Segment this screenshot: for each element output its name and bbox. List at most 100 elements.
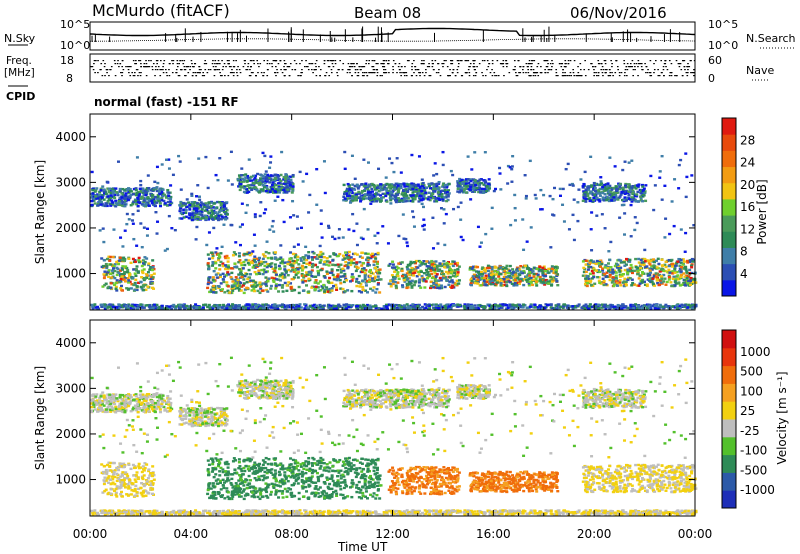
power-cell bbox=[305, 273, 309, 276]
power-cell bbox=[185, 304, 189, 308]
freq-dot bbox=[564, 60, 567, 62]
power-cell bbox=[260, 174, 264, 177]
power-cell bbox=[127, 197, 131, 201]
freq-dot bbox=[155, 66, 157, 68]
power-cell bbox=[269, 284, 273, 288]
power-cell bbox=[315, 304, 319, 307]
freq-dot bbox=[544, 72, 547, 74]
power-cell bbox=[196, 211, 200, 215]
power-cell bbox=[532, 272, 536, 276]
freq-dot bbox=[172, 63, 174, 65]
power-cell bbox=[374, 257, 378, 260]
power-cell bbox=[645, 265, 649, 268]
freq-dot bbox=[563, 66, 566, 68]
power-cell bbox=[508, 303, 512, 306]
power-cell bbox=[281, 290, 285, 293]
power-cell bbox=[204, 216, 208, 219]
freq-dot bbox=[657, 69, 659, 71]
freq-dot bbox=[272, 60, 275, 62]
power-cell bbox=[354, 198, 358, 202]
power-cell bbox=[508, 274, 512, 278]
freq-dot bbox=[168, 63, 171, 65]
power-cell bbox=[678, 277, 682, 280]
power-cell bbox=[123, 204, 127, 208]
power-cell bbox=[355, 306, 359, 309]
power-cell bbox=[499, 284, 503, 287]
power-cell bbox=[93, 303, 97, 306]
power-cell bbox=[361, 270, 365, 274]
freq-dot bbox=[614, 72, 617, 74]
power-cell bbox=[236, 284, 240, 288]
power-cell bbox=[285, 284, 289, 287]
freq-dot bbox=[144, 66, 147, 68]
freq-dot bbox=[387, 63, 389, 65]
power-cell bbox=[620, 273, 624, 276]
power-cell bbox=[264, 306, 268, 309]
power-cell bbox=[127, 279, 131, 282]
freq-dot bbox=[135, 60, 137, 62]
power-cell bbox=[377, 306, 381, 310]
power-cell bbox=[134, 188, 138, 192]
freq-dot bbox=[166, 75, 168, 77]
freq-dot bbox=[680, 69, 683, 71]
power-cell bbox=[637, 277, 641, 280]
power-cell bbox=[371, 253, 375, 257]
freq-dot bbox=[431, 60, 434, 62]
power-cell bbox=[268, 181, 272, 184]
freq-dot bbox=[233, 72, 235, 74]
power-cell bbox=[298, 303, 302, 306]
freq-dot bbox=[349, 69, 351, 71]
freq-dot bbox=[334, 60, 337, 62]
power-cell bbox=[309, 272, 313, 276]
freq-dot bbox=[284, 63, 286, 65]
power-cell bbox=[400, 274, 404, 278]
power-cell bbox=[297, 291, 301, 295]
freq-dot bbox=[600, 63, 603, 65]
power-cell bbox=[356, 281, 360, 284]
power-cell bbox=[230, 271, 234, 275]
freq-dot bbox=[227, 63, 229, 65]
power-cell bbox=[533, 306, 537, 309]
power-cell bbox=[691, 260, 695, 263]
power-cell bbox=[316, 271, 320, 274]
power-cell bbox=[328, 304, 332, 308]
freq-dot bbox=[486, 69, 488, 71]
power-cell bbox=[386, 307, 390, 311]
freq-dot bbox=[457, 63, 460, 65]
power-cell bbox=[212, 280, 216, 283]
power-cell bbox=[689, 276, 693, 280]
power-cell bbox=[652, 264, 656, 267]
freq-dot bbox=[645, 66, 648, 68]
freq-dot bbox=[693, 69, 695, 71]
power-cell bbox=[655, 266, 659, 269]
power-cell bbox=[137, 260, 141, 264]
power-cell bbox=[111, 191, 115, 195]
power-cell bbox=[242, 260, 246, 264]
power-cell bbox=[388, 262, 392, 266]
freq-dot bbox=[229, 72, 232, 74]
power-cell bbox=[471, 306, 475, 310]
freq-dot bbox=[565, 63, 567, 65]
power-cell bbox=[217, 258, 221, 262]
power-cell bbox=[140, 264, 144, 268]
power-cell bbox=[337, 265, 341, 268]
power-cell bbox=[233, 265, 237, 269]
power-cell bbox=[102, 259, 106, 262]
status-spikes bbox=[91, 26, 681, 42]
power-cell bbox=[291, 252, 295, 256]
power-cell bbox=[108, 202, 112, 205]
power-cell bbox=[250, 305, 254, 308]
power-cell bbox=[203, 214, 207, 217]
freq-dot bbox=[359, 66, 361, 68]
power-cell bbox=[617, 268, 621, 271]
freq-dot bbox=[527, 72, 530, 74]
power-cell bbox=[497, 275, 501, 278]
power-cell bbox=[443, 262, 447, 266]
freq-dot bbox=[487, 66, 490, 68]
freq-dot bbox=[179, 69, 182, 71]
power-cell bbox=[266, 304, 270, 307]
power-cell bbox=[596, 270, 600, 274]
power-cell bbox=[688, 268, 692, 272]
power-cell bbox=[648, 273, 652, 277]
power-cell bbox=[675, 307, 679, 310]
